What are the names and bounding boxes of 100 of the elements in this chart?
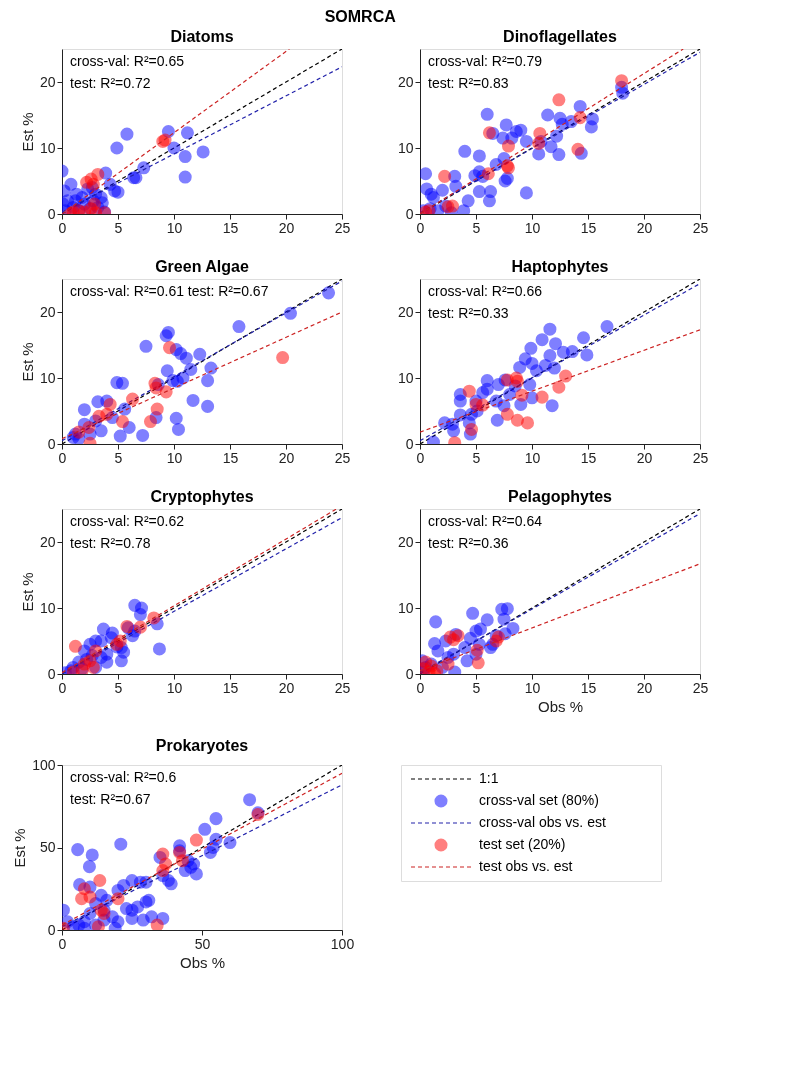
x-tick-label: 15 [580,219,597,236]
y-tick-label: 0 [47,435,56,452]
chart-title: Prokaryotes [155,737,249,754]
point [543,322,557,336]
legend-label: cross-val obs vs. est [479,814,606,830]
legend-label: cross-val set (80%) [479,792,599,808]
point [497,612,511,626]
point [472,149,486,163]
y-tick-label: 20 [397,533,414,550]
point [113,429,127,443]
point [119,902,133,916]
y-tick-label: 20 [397,73,414,90]
point [203,845,217,859]
point [139,339,153,353]
point [556,345,570,359]
point [435,183,449,197]
y-tick-label: 0 [47,921,56,938]
point [577,331,591,345]
point [449,179,463,193]
annotation: test: R²=0.36 [428,535,509,551]
point [160,364,174,378]
point [175,854,189,868]
point [169,411,183,425]
annotation: cross-val: R²=0.79 [428,53,543,69]
point [584,120,598,134]
point [535,390,549,404]
point [490,413,504,427]
x-tick-label: 5 [114,679,123,696]
point [529,364,543,378]
text: SOMRCA [324,7,397,25]
point [523,378,537,392]
point [189,833,203,847]
chart-title: Diatoms [170,28,234,45]
point [431,644,445,658]
annotation: test: R²=0.83 [428,75,509,91]
point [93,873,107,888]
annotation: test: R²=0.33 [428,305,509,321]
point [178,170,192,184]
point [482,126,496,140]
x-tick-label: 0 [58,219,67,236]
point [159,329,173,343]
x-tick-label: 20 [636,219,653,236]
x-tick-label: 10 [524,679,541,696]
y-tick-label: 10 [39,369,56,386]
x-tick-label: 25 [334,219,351,236]
x-tick-label: 25 [692,449,709,466]
x-tick-label: 20 [636,449,653,466]
point [471,656,485,670]
annotation: cross-val: R²=0.66 [428,283,543,299]
chart-title: Green Algae [155,258,249,275]
y-tick-label: 20 [39,73,56,90]
y-tick-label: 10 [39,599,56,616]
point [179,351,193,365]
chart-title: Cryptophytes [150,488,254,505]
point [460,654,474,668]
point [68,639,82,653]
point [120,127,134,141]
point [552,380,566,394]
point [322,286,336,300]
y-tick-label: 10 [397,139,414,156]
point [513,360,527,374]
point [143,415,157,429]
point [552,148,566,162]
point [481,167,495,181]
x-tick-label: 5 [114,449,123,466]
x-tick-label: 15 [580,679,597,696]
point [524,341,538,355]
y-axis-title: Est % [18,112,36,152]
point [466,606,480,620]
x-tick-label: 15 [222,219,239,236]
x-tick-label: 0 [58,679,67,696]
annotation: cross-val: R²=0.65 [70,53,185,69]
point [550,129,564,143]
point [445,199,459,213]
point [91,395,105,409]
point [196,145,210,159]
chart-title: Pelagophytes [507,488,613,505]
point [64,177,78,191]
point [137,161,151,175]
annotation: test: R²=0.67 [70,791,151,807]
point [100,407,114,421]
x-tick-label: 10 [166,219,183,236]
x-tick-label: 0 [416,449,425,466]
point [170,374,184,388]
point [94,424,108,438]
point [580,348,594,362]
point [615,74,629,88]
x-tick-label: 20 [278,219,295,236]
point [465,422,479,436]
point [136,428,150,442]
point [152,642,166,656]
point [126,392,140,406]
legend-label: test set (20%) [479,836,566,852]
point [473,622,487,636]
x-tick-label: 0 [416,679,425,696]
x-tick-label: 0 [416,219,425,236]
x-tick-label: 100 [330,935,355,952]
x-tick-label: 20 [636,679,653,696]
legend-label: test obs vs. est [479,858,573,874]
point [85,848,99,862]
